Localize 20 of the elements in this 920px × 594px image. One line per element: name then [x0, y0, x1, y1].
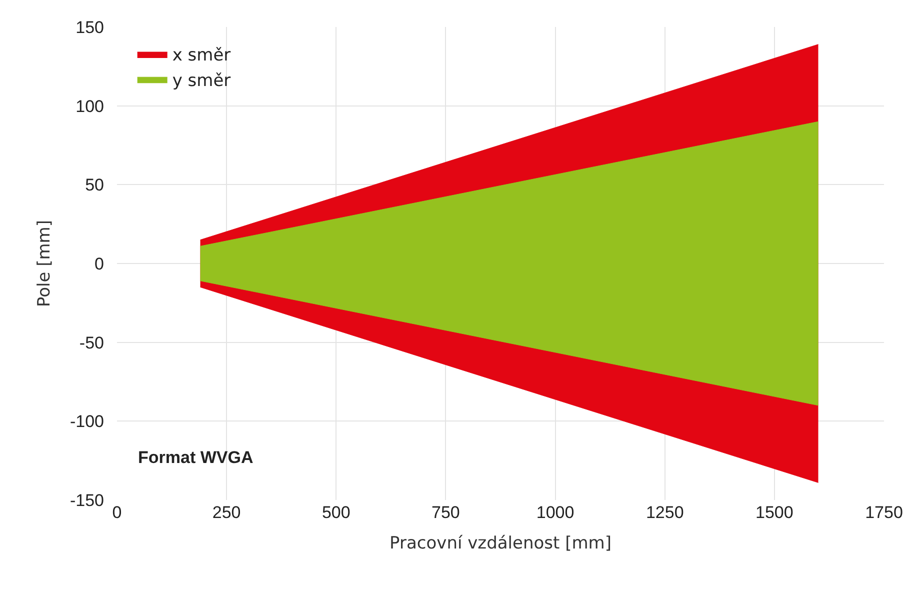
x-tick-label: 500 [322, 503, 350, 522]
x-axis-title: Pracovní vzdálenost [mm] [390, 533, 612, 554]
y-tick-label: 150 [76, 18, 104, 37]
x-tick-label: 1500 [756, 503, 794, 522]
legend-label: y směr [172, 70, 231, 91]
y-tick-label: 0 [94, 254, 104, 274]
x-tick-label: 250 [212, 503, 241, 522]
y-tick-label: -100 [70, 412, 104, 432]
y-tick-label: -150 [70, 490, 104, 510]
x-tick-label: 0 [112, 503, 122, 522]
y-tick-label: 50 [85, 176, 104, 195]
x-tick-label: 1750 [865, 503, 903, 522]
x-tick-label: 1000 [536, 503, 574, 522]
x-tick-label: 1250 [646, 503, 684, 522]
y-tick-label: -50 [79, 333, 104, 352]
y-tick-label: 100 [76, 96, 104, 116]
legend-label: x směr [172, 46, 231, 66]
y-axis-title: Pole [mm] [34, 220, 55, 308]
x-tick-label: 750 [432, 503, 460, 522]
annotation: Format WVGA [138, 448, 254, 467]
